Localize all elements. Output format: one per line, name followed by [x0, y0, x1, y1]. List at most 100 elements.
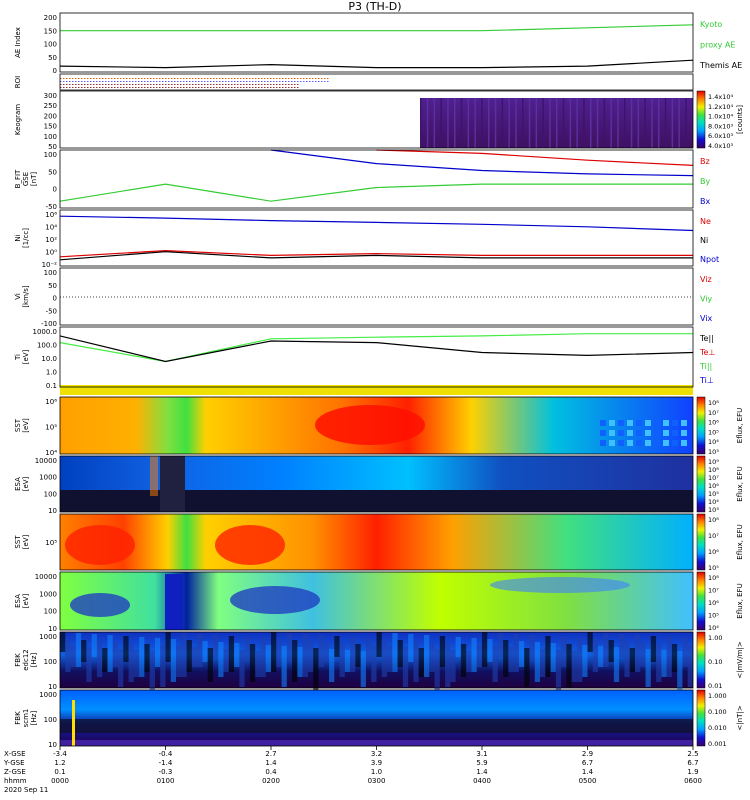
fbk-col [123, 636, 129, 662]
ytick-label: 50 [48, 282, 57, 290]
roi-mark [285, 78, 287, 79]
roi-mark [174, 78, 176, 79]
ytick-label: 1000 [39, 691, 57, 699]
roi-mark [138, 84, 140, 85]
keogram-stripe [569, 98, 572, 148]
series-line-themisae [59, 59, 694, 69]
fbk-col [656, 643, 662, 682]
roi-mark [99, 78, 101, 79]
fbk-col [302, 634, 308, 677]
legend-label-ni: Ni [700, 236, 708, 245]
roi-mark [237, 78, 239, 79]
roi-mark [168, 81, 170, 82]
sst-pixel [627, 430, 633, 436]
roi-mark [225, 78, 227, 79]
legend-label-vi: Viz [700, 275, 712, 284]
colorbar-tick: 10⁵ [708, 564, 719, 572]
roi-mark [126, 78, 128, 79]
roi-mark [162, 78, 164, 79]
roi-mark [276, 81, 278, 82]
colorbar-tick: 6.0x10³ [708, 132, 733, 140]
xtick-label: 0100 [157, 777, 175, 785]
fbk-col [613, 647, 620, 682]
fbk-col [392, 633, 398, 672]
sst-pixel [600, 430, 606, 436]
ylabel-esa_i: [eV] [22, 593, 30, 608]
fbk-col [445, 643, 451, 687]
fbk-col [497, 633, 504, 657]
roi-mark [135, 84, 137, 85]
xaxis-row-label: Z-GSE [4, 768, 26, 776]
roi-mark [180, 84, 182, 85]
fbk-col [133, 650, 140, 677]
esa-e-gap [160, 456, 185, 512]
sst-pixel [672, 430, 678, 436]
sst-pixel [663, 440, 669, 446]
ytick-label: 100 [44, 133, 57, 141]
sst-pixel [636, 420, 642, 426]
roi-mark [171, 84, 173, 85]
colorbar-tick: 10⁸ [708, 516, 719, 524]
fbk-col [650, 636, 657, 662]
roi-mark [270, 87, 272, 88]
roi-mark [126, 87, 128, 88]
keogram-stripe [549, 98, 551, 148]
roi-mark [165, 78, 167, 79]
keogram-stripe [488, 98, 490, 148]
roi-mark [90, 81, 92, 82]
legend-label-te: Te|| [699, 334, 714, 343]
keogram-stripe [664, 98, 667, 148]
roi-mark [219, 84, 221, 85]
fbk-col [360, 651, 366, 687]
roi-mark [93, 84, 95, 85]
fbk-col [81, 640, 87, 662]
roi-mark [207, 87, 209, 88]
roi-mark [96, 84, 98, 85]
colorbar-tick: 10⁸ [708, 466, 719, 474]
roi-mark [243, 81, 245, 82]
fbk-col [144, 644, 150, 672]
keogram-stripe [651, 98, 653, 148]
roi-mark [294, 81, 296, 82]
ytick-label: 1000 [39, 590, 57, 598]
roi-mark [117, 81, 119, 82]
roi-mark [159, 78, 161, 79]
fbk-col [413, 641, 419, 682]
roi-mark [255, 84, 257, 85]
roi-mark [69, 78, 71, 79]
roi-mark [291, 84, 293, 85]
sst-pixel [627, 440, 633, 446]
fbk-col [566, 644, 572, 687]
colorbar [696, 90, 706, 149]
ylabel-ni: Ni [14, 234, 22, 241]
roi-mark [273, 87, 275, 88]
keogram-stripe [644, 98, 646, 148]
fbk-col [387, 646, 393, 672]
legend-label-vi: Viy [700, 295, 713, 304]
roi-mark [240, 78, 242, 79]
ylabel-vi: Vi [14, 293, 22, 300]
roi-mark [171, 81, 173, 82]
roi-mark [291, 87, 293, 88]
fbk-col [671, 644, 678, 672]
ylabel-esa_e: ESA [14, 477, 22, 491]
fbk-col [202, 641, 208, 662]
series-line-ne [59, 249, 693, 258]
roi-mark [258, 81, 260, 82]
legend-label-ae: Themis AE [699, 61, 742, 70]
fbk-col [598, 646, 604, 667]
fbk-col [677, 651, 683, 692]
fbk-col [313, 648, 319, 692]
fbk-col [197, 634, 203, 667]
fbk-col [661, 650, 667, 677]
colorbar [696, 455, 706, 513]
fbk-col [170, 639, 177, 682]
roi-mark [291, 81, 293, 82]
roi-mark [243, 87, 245, 88]
fbk-col [118, 649, 124, 687]
keogram-stripe [637, 98, 640, 148]
roi-mark [294, 87, 296, 88]
sst-pixel [645, 430, 651, 436]
roi-mark [126, 84, 128, 85]
ytick-label: 10⁴ [45, 449, 57, 457]
